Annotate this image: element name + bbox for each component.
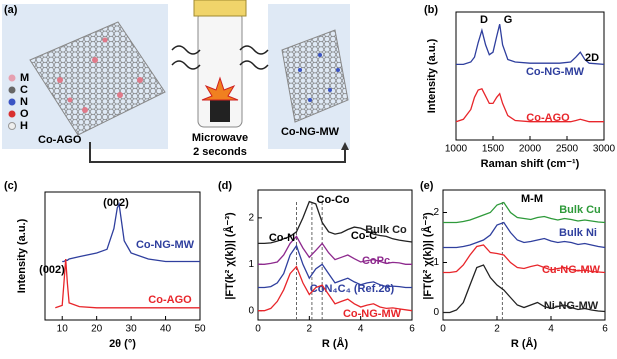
x-tick-label: 6 [409,324,415,335]
series-line [258,200,413,245]
left-label: Co-AGO [38,134,82,146]
x-tick-label: 1000 [445,144,468,155]
atoms [57,37,143,113]
legend-label: O [20,108,29,120]
y-tick-label: 2 [433,207,439,218]
panel-label: (d) [218,180,232,192]
legend-dots [8,74,16,130]
legend-label: N [20,96,28,108]
annotation: G [504,14,513,26]
annotation: M-M [521,193,543,205]
series-line [443,244,606,274]
x-tick-label: 0 [440,324,446,335]
panel-label: (e) [420,180,434,192]
series-label: Co-NG-MW [526,66,585,78]
legend-label: H [20,120,28,132]
series-label: Bulk Co [365,224,407,236]
legend-label: M [20,72,29,84]
y-tick-label: 1 [433,257,439,268]
sample [210,100,230,122]
y-tick-label: 0 [433,307,439,318]
series-label: Co-AGO [148,294,192,306]
series-line [443,264,606,314]
y-axis-label: |FT(k² χ(k))| (Å⁻³) [223,212,236,300]
series-line [443,221,606,249]
y-axis-label: Intensity (a.u.) [426,38,438,113]
x-tick-label: 20 [91,324,103,335]
annotation: (002) [39,264,65,276]
x-tick-label: 3000 [593,144,616,155]
annotation: (002) [103,197,129,209]
right-label: Co-NG-MW [281,126,340,138]
series-label: Co-NG-MW [136,239,195,251]
x-tick-label: 4 [548,324,554,335]
y-axis-label: Intensity (a.u.) [16,218,28,293]
y-axis-label: |FT(k² χ(k))| (Å⁻³) [421,212,434,300]
legend-label: C [20,84,28,96]
annotation: Co-C [351,230,377,242]
annotation: Co-N [269,232,295,244]
annotation: 2D [585,52,599,64]
panel-label: (c) [4,180,18,192]
x-axis-label: R (Å) [511,337,538,350]
plot-frame [257,189,413,321]
center-label: 2 seconds [193,146,247,158]
x-tick-label: 2500 [556,144,579,155]
x-tick-label: 0 [255,324,261,335]
center-label: Microwave [192,132,248,144]
series-label: CoN₄C₄ (Ref.26) [310,283,395,295]
microwaves [171,45,269,70]
series-label: Cu-NG-MW [542,264,601,276]
x-tick-label: 10 [57,324,69,335]
x-axis-label: 2θ (°) [109,338,136,350]
process-arrow [89,142,346,163]
series-line [455,88,604,123]
plot-frame [442,189,606,321]
y-tick-label: 1 [248,259,254,270]
panel-label: (b) [424,4,438,16]
x-tick-label: 2 [494,324,500,335]
flame [201,76,239,101]
series-line [55,258,200,309]
series-label: Ni-NG-MW [544,300,599,312]
series-label: Co-NG-MW [343,308,402,320]
x-tick-label: 1500 [482,144,505,155]
x-tick-label: 40 [160,324,172,335]
annotation: Co-Co [317,194,350,206]
series-label: Bulk Ni [559,227,597,239]
y-tick-label: 0 [248,305,254,316]
x-tick-label: 50 [194,324,206,335]
series-line [62,202,200,263]
x-axis-label: Raman shift (cm⁻¹) [481,158,580,170]
annotation: D [480,14,488,26]
series-label: Co-AGO [526,112,570,124]
x-tick-label: 2 [307,324,313,335]
atoms [298,53,340,102]
graphene-sheet [281,29,349,123]
x-tick-label: 6 [602,324,608,335]
x-axis-label: R (Å) [322,337,349,350]
series-label: CoPc [362,255,390,267]
series-label: Bulk Cu [559,204,601,216]
series-line [258,244,412,289]
x-tick-label: 4 [358,324,364,335]
tube-cap [193,0,247,17]
arrow-head [341,142,349,150]
schematic: (a) M C N O H Co-AGO Microwave 2 seconds… [2,0,350,163]
series-line [258,265,413,312]
x-tick-label: 2000 [519,144,542,155]
graphene-sheet [29,21,166,136]
panel-label: (a) [4,4,18,16]
series-line [443,201,606,224]
y-tick-label: 2 [248,212,254,223]
plot-frame [44,191,201,321]
series-line [456,24,605,66]
x-tick-label: 30 [126,324,138,335]
series-line [258,235,412,265]
